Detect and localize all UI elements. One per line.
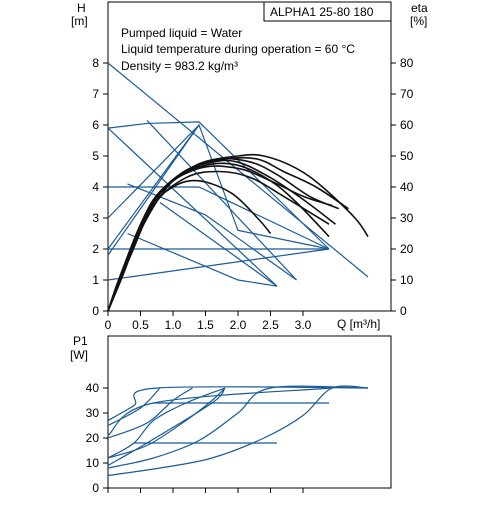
efficiency-curve: [107, 165, 333, 312]
p1-tick-label: 0: [92, 481, 99, 495]
x-tick-label: 3.0: [295, 318, 312, 332]
head-curves: [107, 62, 369, 287]
head-curve: [107, 121, 330, 250]
y2-tick-label: 70: [400, 87, 414, 101]
y2-tick-label: 20: [400, 242, 414, 256]
power-curve: [107, 387, 226, 467]
power-curves: [107, 385, 369, 477]
y2-tick-label: 40: [400, 180, 414, 194]
power-curve: [107, 387, 193, 439]
y-tick-label: 0: [92, 304, 99, 318]
head-curve: [146, 119, 297, 281]
y-tick-label: 1: [92, 273, 99, 287]
x-tick-label: 0.5: [132, 318, 149, 332]
x-tick-label: 1.0: [165, 318, 182, 332]
y2-tick-label: 80: [400, 56, 414, 70]
efficiency-curves: [107, 153, 369, 312]
y-tick-label: 8: [92, 56, 99, 70]
y-tick-label: 6: [92, 118, 99, 132]
p1-tick-label: 10: [86, 456, 100, 470]
x-tick-label: 2.0: [230, 318, 247, 332]
head-curve: [107, 62, 369, 278]
p1-tick-label: 40: [86, 381, 100, 395]
head-curve: [107, 124, 200, 219]
power-curve: [107, 385, 369, 469]
y-axis-title-name: H: [77, 1, 86, 15]
head-curve: [107, 248, 330, 281]
head-curve: [107, 124, 200, 256]
head-curve: [107, 123, 330, 250]
y2-tick-label: 50: [400, 149, 414, 163]
top-plot-frame: [107, 1, 392, 312]
model-label: ALPHA1 25-80 180: [270, 5, 374, 19]
y2-tick-label: 0: [400, 304, 407, 318]
y2-tick-label: 10: [400, 273, 414, 287]
p1-axis-title-unit: [W]: [70, 348, 88, 362]
bottom-axes-ticks: 0 10 20 30 40: [86, 381, 304, 495]
x-axis-title: Q [m³/h]: [337, 317, 380, 331]
efficiency-curve: [107, 170, 330, 312]
p1-axis-title-name: P1: [73, 334, 88, 348]
y2-tick-label: 30: [400, 211, 414, 225]
note-temperature: Liquid temperature during operation = 60…: [121, 42, 355, 56]
power-curve: [107, 387, 333, 436]
efficiency-curve: [107, 153, 369, 312]
y2-tick-label: 60: [400, 118, 414, 132]
head-curve: [127, 183, 297, 281]
p1-tick-label: 30: [86, 406, 100, 420]
power-curve: [107, 387, 226, 459]
model-label-box: [263, 1, 392, 22]
power-curve: [107, 386, 369, 422]
head-curve: [107, 127, 278, 287]
y2-axis-title-name: eta: [411, 1, 428, 15]
power-curve: [107, 387, 161, 427]
note-density: Density = 983.2 kg/m³: [121, 59, 238, 73]
y2-axis-title-unit: [%]: [410, 14, 427, 28]
y-tick-label: 4: [92, 180, 99, 194]
p1-tick-label: 20: [86, 431, 100, 445]
x-tick-label: 0: [105, 318, 112, 332]
x-tick-label: 2.5: [262, 318, 279, 332]
note-liquid: Pumped liquid = Water: [121, 26, 242, 40]
y-axis-title-unit: [m]: [71, 14, 88, 28]
y-tick-label: 5: [92, 149, 99, 163]
y-tick-label: 2: [92, 242, 99, 256]
head-curve: [159, 202, 278, 287]
y-tick-label: 7: [92, 87, 99, 101]
y-tick-label: 3: [92, 211, 99, 225]
x-tick-label: 1.5: [197, 318, 214, 332]
head-curve: [127, 232, 278, 287]
bottom-plot-frame: [107, 335, 392, 489]
